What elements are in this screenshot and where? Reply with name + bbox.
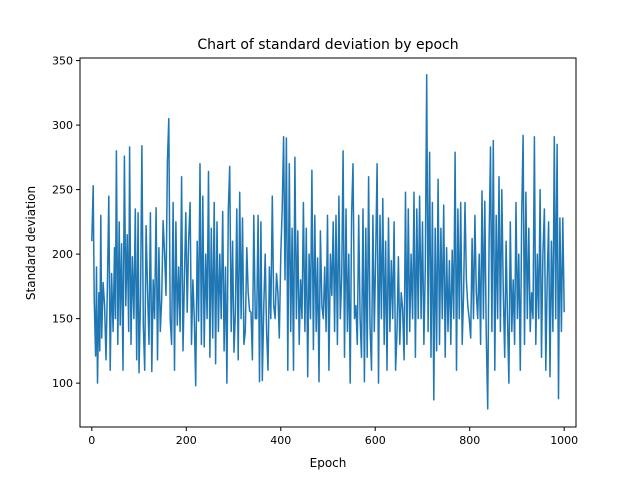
x-tick-label: 600 bbox=[365, 434, 386, 447]
x-tick-label: 200 bbox=[176, 434, 197, 447]
x-tick-label: 0 bbox=[88, 434, 95, 447]
x-tick-label: 400 bbox=[270, 434, 291, 447]
y-tick-label: 150 bbox=[52, 313, 73, 326]
y-tick-label: 200 bbox=[52, 248, 73, 261]
x-tick-label: 1000 bbox=[550, 434, 578, 447]
x-tick-label: 800 bbox=[459, 434, 480, 447]
y-tick-label: 100 bbox=[52, 377, 73, 390]
y-tick-label: 250 bbox=[52, 184, 73, 197]
y-axis-label: Standard deviation bbox=[24, 186, 38, 300]
x-axis-label: Epoch bbox=[310, 456, 347, 470]
plot-frame bbox=[79, 57, 577, 428]
y-tick-label: 350 bbox=[52, 55, 73, 68]
chart-title: Chart of standard deviation by epoch bbox=[197, 37, 458, 53]
y-tick-label: 300 bbox=[52, 119, 73, 132]
axis-ticks: 0 200 400 600 800 1000 100 150 200 250 300 350 bbox=[52, 55, 578, 447]
plot-area bbox=[91, 74, 565, 410]
series-line-0 bbox=[91, 74, 565, 410]
